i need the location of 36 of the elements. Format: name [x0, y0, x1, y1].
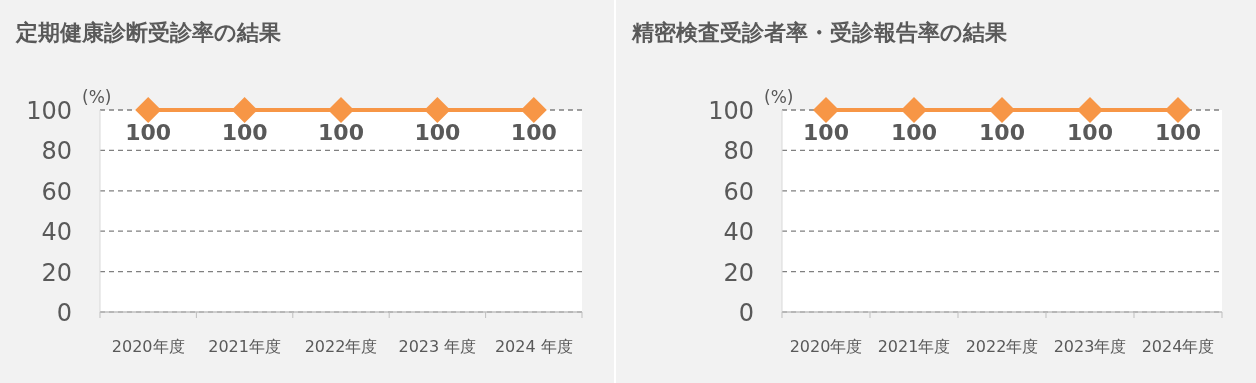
chart-title: 精密検査受診者率・受診報告率の結果 [631, 20, 1008, 45]
x-tick-label: 2022年度 [965, 337, 1039, 356]
data-label: 100 [1067, 120, 1113, 145]
y-tick-label: 60 [41, 177, 72, 206]
y-tick-label: 100 [708, 97, 754, 125]
data-label: 100 [510, 120, 557, 145]
data-label: 100 [803, 120, 849, 145]
y-tick-label: 80 [723, 137, 754, 166]
y-tick-label: 0 [738, 299, 754, 327]
x-tick-label: 2022年度 [304, 337, 378, 356]
x-tick-label: 2020年度 [789, 337, 863, 356]
x-tick-label: 2024 年度 [494, 337, 573, 356]
data-label: 100 [414, 120, 461, 145]
data-label: 100 [891, 120, 937, 145]
y-tick-label: 40 [41, 218, 72, 247]
y-tick-label: 80 [41, 137, 72, 166]
x-tick-label: 2021年度 [877, 337, 951, 356]
x-tick-label: 2023 年度 [398, 337, 477, 356]
y-tick-label: 40 [723, 218, 754, 247]
data-label: 100 [979, 120, 1025, 145]
chart-title: 定期健康診断受診率の結果 [15, 20, 282, 45]
y-tick-label: 20 [41, 258, 72, 287]
y-axis-title: (%) [82, 87, 112, 107]
data-label: 100 [1155, 120, 1201, 145]
data-label: 100 [318, 120, 364, 145]
x-tick-label: 2024年度 [1141, 337, 1215, 356]
y-tick-label: 0 [56, 299, 72, 327]
data-label: 100 [125, 120, 172, 145]
x-tick-label: 2020年度 [111, 337, 185, 356]
y-tick-label: 100 [26, 97, 72, 125]
y-tick-label: 60 [723, 177, 754, 206]
y-tick-label: 20 [723, 258, 754, 287]
y-axis-title: (%) [764, 87, 794, 107]
data-label: 100 [221, 120, 268, 145]
x-tick-label: 2021年度 [208, 337, 281, 356]
x-tick-label: 2023年度 [1053, 337, 1127, 356]
